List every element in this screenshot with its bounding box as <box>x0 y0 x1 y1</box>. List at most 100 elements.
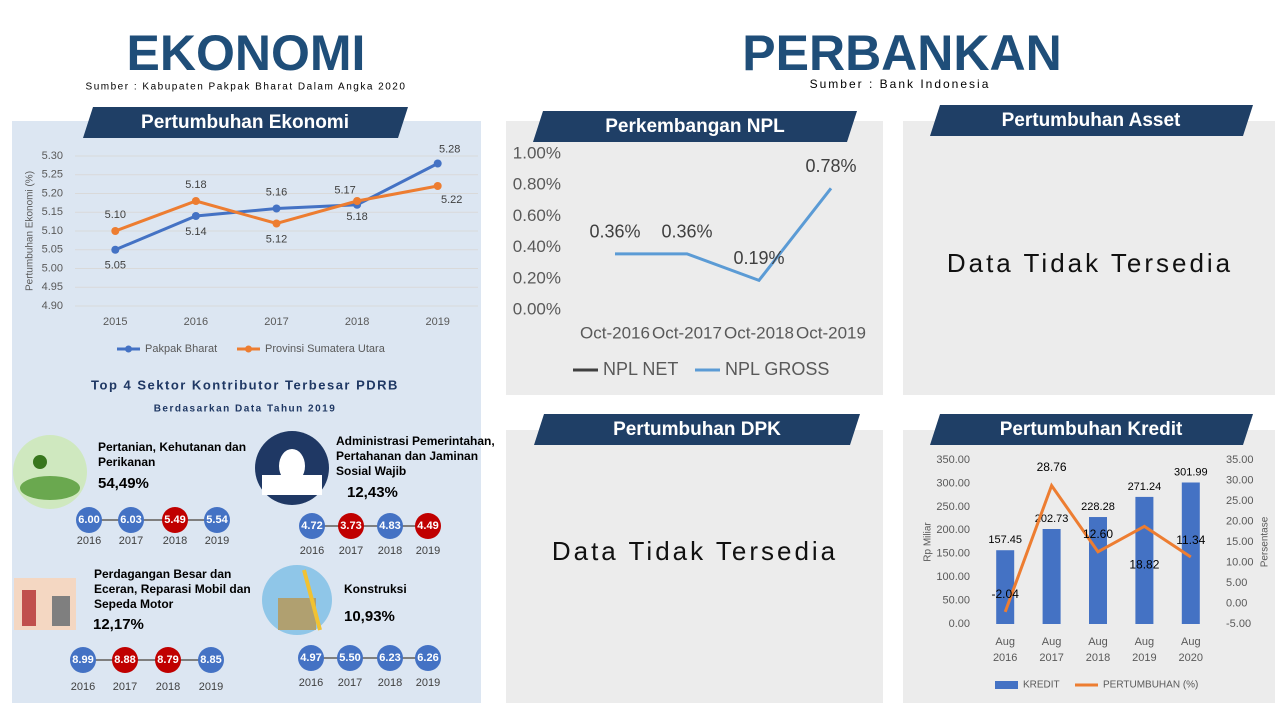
value-badge <box>337 645 363 671</box>
data-label: 5.12 <box>266 233 287 245</box>
sector-name: Administrasi Pemerintahan, Pertahanan da… <box>336 434 495 478</box>
data-label: 5.28 <box>439 143 460 155</box>
header-title: PERBANKAN <box>742 25 1061 81</box>
value-label: 4.83 <box>379 520 400 532</box>
icon <box>33 455 47 469</box>
icon <box>302 569 322 631</box>
y-tick-label: 5.05 <box>42 244 63 256</box>
year-label: 2017 <box>339 545 363 557</box>
data-label: 5.18 <box>346 211 367 223</box>
x-tick-label: 2017 <box>264 316 288 328</box>
y-tick-label: -5.00 <box>1226 618 1251 630</box>
x-tick-label: 2015 <box>103 316 127 328</box>
value-badge <box>377 513 403 539</box>
y-tick-label: 4.90 <box>42 300 63 312</box>
year-label: 2019 <box>416 677 440 689</box>
value-label: 6.00 <box>78 514 99 526</box>
y-tick-label: 200.00 <box>936 524 970 536</box>
value-label: 8.85 <box>200 654 221 666</box>
data-label: 0.19% <box>733 248 784 268</box>
value-badge <box>298 645 324 671</box>
year-label: 2016 <box>300 545 324 557</box>
y2-axis-label: Persentase <box>1260 516 1271 567</box>
no-data-note: Data Tidak Tersedia <box>947 248 1233 278</box>
bar <box>1181 482 1200 624</box>
y-tick-label: 5.20 <box>42 187 63 199</box>
year-label: 2019 <box>416 545 440 557</box>
point <box>191 212 200 220</box>
banner <box>930 105 1253 136</box>
x-tick-label: Aug 2020 <box>1178 636 1204 664</box>
legend-label: PERTUMBUHAN (%) <box>1103 680 1198 691</box>
y-tick-label: 0.40% <box>513 237 561 256</box>
value-label: 6.23 <box>379 652 400 664</box>
data-label: 301.99 <box>1174 466 1208 478</box>
x-tick-label: 2019 <box>425 316 449 328</box>
y-tick-label: 0.60% <box>513 206 561 225</box>
value-label: 4.97 <box>300 652 321 664</box>
point <box>191 197 200 205</box>
y-tick-label: 20.00 <box>1226 515 1254 527</box>
header-source: Sumber : Bank Indonesia <box>810 77 991 91</box>
y-tick-label: 5.00 <box>1226 577 1247 589</box>
data-label: 18.82 <box>1129 558 1159 572</box>
icon <box>262 475 322 495</box>
banner <box>533 111 857 142</box>
sectors-subtitle: Berdasarkan Data Tahun 2019 <box>154 404 337 415</box>
value-label: 3.73 <box>340 520 361 532</box>
banner-title: Pertumbuhan DPK <box>613 419 781 440</box>
legend-label: KREDIT <box>1023 680 1060 691</box>
bar <box>1042 529 1061 624</box>
value-label: 5.49 <box>164 514 185 526</box>
y-tick-label: 1.00% <box>513 143 561 162</box>
y-tick-label: 300.00 <box>936 477 970 489</box>
y-tick-label: 4.95 <box>42 281 63 293</box>
panel-bg <box>506 430 883 703</box>
year-label: 2017 <box>113 681 137 693</box>
data-label: 271.24 <box>1128 481 1162 493</box>
data-label: 5.14 <box>185 226 206 238</box>
point <box>272 219 281 228</box>
y-tick-label: 5.15 <box>42 206 63 218</box>
legend-swatch <box>995 681 1018 689</box>
legend-swatch <box>125 345 132 353</box>
value-badge <box>70 647 96 673</box>
banner-title: Pertumbuhan Ekonomi <box>141 112 349 133</box>
y-tick-label: 350.00 <box>936 454 970 466</box>
point <box>433 182 442 190</box>
line <box>1003 482 1192 613</box>
data-label: 5.05 <box>105 260 126 272</box>
year-label: 2016 <box>71 681 95 693</box>
year-label: 2017 <box>119 535 143 547</box>
year-label: 2017 <box>338 677 362 689</box>
x-tick-label: Aug 2016 <box>992 636 1018 664</box>
line <box>615 187 833 283</box>
value-label: 6.26 <box>417 652 438 664</box>
value-label: 8.79 <box>157 654 178 666</box>
icon <box>20 476 80 500</box>
y-tick-label: 0.20% <box>513 268 561 287</box>
data-label: 5.10 <box>105 209 126 221</box>
banner-title: Perkembangan NPL <box>605 116 785 137</box>
point <box>111 245 120 254</box>
y-tick-label: 0.00% <box>513 299 561 318</box>
year-label: 2018 <box>378 677 402 689</box>
panel-bg <box>12 121 481 703</box>
point <box>353 197 362 205</box>
x-tick-label: Oct-2019 <box>796 323 866 342</box>
sector-name: Konstruksi <box>344 582 407 596</box>
x-tick-label: Aug 2019 <box>1132 636 1157 664</box>
value-label: 5.54 <box>206 514 228 526</box>
data-label: 157.45 <box>988 534 1022 546</box>
y-tick-label: 0.80% <box>513 175 561 194</box>
x-tick-label: 2016 <box>184 316 208 328</box>
value-badge <box>415 645 441 671</box>
sectors-title: Top 4 Sektor Kontributor Terbesar PDRB <box>91 377 399 392</box>
y-tick-label: 0.00 <box>1226 597 1247 609</box>
data-label: 28.76 <box>1037 460 1067 474</box>
value-label: 4.72 <box>301 520 322 532</box>
value-badge <box>299 513 325 539</box>
data-label: 5.22 <box>441 194 462 206</box>
